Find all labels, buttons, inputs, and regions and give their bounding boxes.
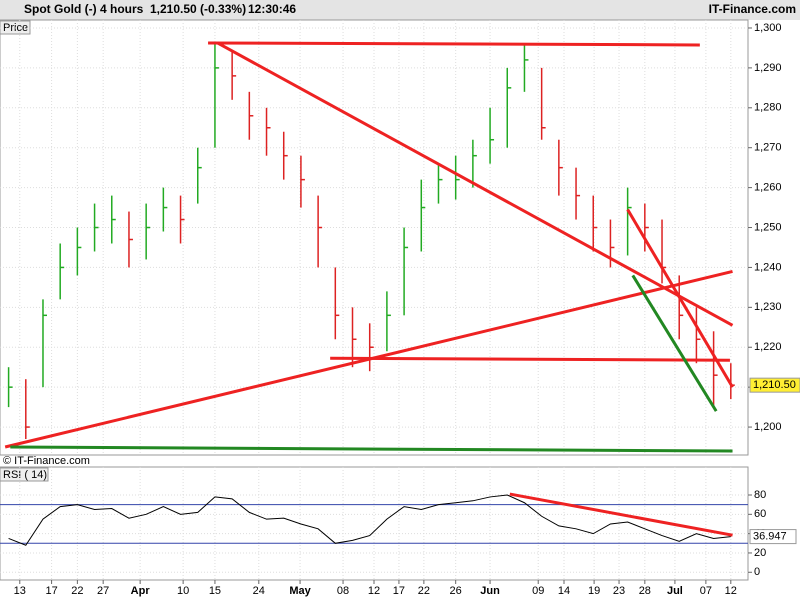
rsi-line bbox=[8, 494, 731, 546]
x-tick-label: 07 bbox=[700, 585, 712, 597]
x-tick-label: Jun bbox=[480, 585, 500, 597]
x-tick-label: 12 bbox=[725, 585, 737, 597]
x-tick-label: 22 bbox=[71, 585, 83, 597]
y-tick-label: 1,270 bbox=[754, 142, 782, 154]
trendline bbox=[216, 41, 734, 327]
x-tick-label: 13 bbox=[14, 585, 26, 597]
x-tick-label: 24 bbox=[253, 585, 265, 597]
brand: IT-Finance.com bbox=[709, 2, 796, 16]
y-tick-label: 1,220 bbox=[754, 341, 782, 353]
y-tick-label: 1,240 bbox=[754, 261, 782, 273]
trendline bbox=[626, 208, 734, 388]
instrument: Spot Gold (-) bbox=[24, 2, 97, 16]
y-tick-label: 80 bbox=[754, 489, 766, 501]
header-bar bbox=[0, 0, 800, 20]
x-tick-label: Jul bbox=[667, 585, 683, 597]
trendline bbox=[208, 41, 700, 47]
x-tick-label: 09 bbox=[532, 585, 544, 597]
x-tick-label: 27 bbox=[97, 585, 109, 597]
y-tick-label: 1,280 bbox=[754, 102, 782, 114]
trendline bbox=[509, 492, 733, 537]
x-tick-label: 22 bbox=[418, 585, 430, 597]
x-tick-label: 12 bbox=[368, 585, 380, 597]
y-tick-label: 60 bbox=[754, 508, 766, 520]
x-tick-label: 17 bbox=[45, 585, 57, 597]
panel-label-box bbox=[0, 467, 49, 482]
y-tick-label: 1,260 bbox=[754, 182, 782, 194]
x-tick-label: Apr bbox=[131, 585, 151, 597]
copyright: © IT-Finance.com bbox=[3, 455, 90, 467]
x-tick-label: 17 bbox=[393, 585, 405, 597]
x-tick-label: 08 bbox=[337, 585, 349, 597]
x-tick-label: 23 bbox=[613, 585, 625, 597]
last-value-box bbox=[749, 529, 797, 545]
last-price-box bbox=[749, 377, 800, 393]
x-tick-label: 26 bbox=[450, 585, 462, 597]
x-tick-label: 28 bbox=[639, 585, 651, 597]
trendline bbox=[631, 274, 718, 412]
time: 12:30:46 bbox=[248, 2, 296, 16]
trendline bbox=[330, 356, 730, 362]
x-tick-label: 10 bbox=[177, 585, 189, 597]
x-tick-label: May bbox=[289, 585, 311, 597]
y-tick-label: 1,290 bbox=[754, 62, 782, 74]
panel-title: RSI ( 14) bbox=[3, 469, 47, 481]
y-tick-label: 20 bbox=[754, 547, 766, 559]
x-tick-label: 15 bbox=[209, 585, 221, 597]
x-tick-label: 19 bbox=[588, 585, 600, 597]
interval: 4 hours bbox=[100, 2, 144, 16]
price: 1,210.50 (-0.33%) bbox=[150, 2, 246, 16]
y-tick-label: 0 bbox=[754, 566, 760, 578]
y-tick-label: 1,200 bbox=[754, 421, 782, 433]
y-tick-label: 1,250 bbox=[754, 221, 782, 233]
last-value-label: 36.947 bbox=[753, 530, 787, 542]
y-tick-label: 1,300 bbox=[754, 22, 782, 34]
x-tick-label: 14 bbox=[558, 585, 570, 597]
last-price-label: 1,210.50 bbox=[753, 379, 796, 391]
y-tick-label: 1,230 bbox=[754, 301, 782, 313]
trendline bbox=[10, 445, 733, 453]
